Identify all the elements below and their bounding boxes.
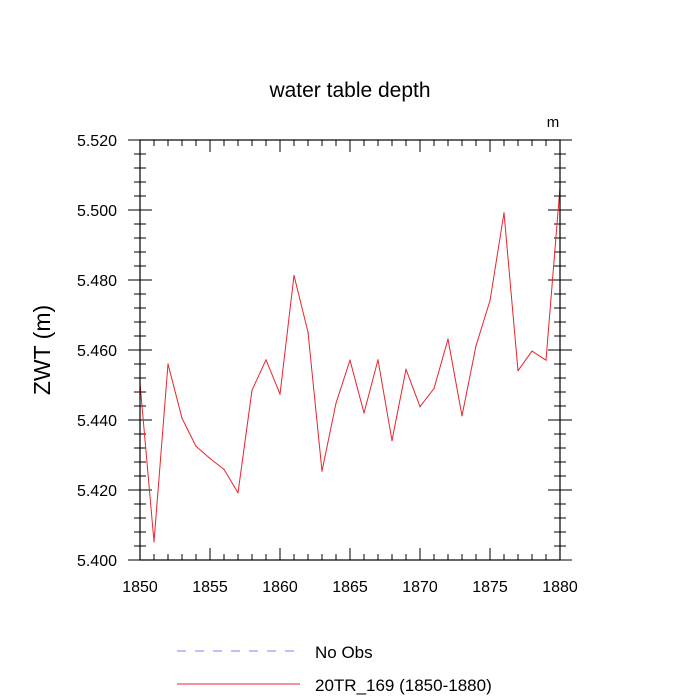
- data-point: [237, 492, 239, 494]
- units-label: m: [547, 114, 560, 131]
- chart-title: water table depth: [268, 79, 430, 102]
- y-tick-label: 5.480: [77, 273, 117, 290]
- data-point: [517, 370, 519, 372]
- data-point: [363, 412, 365, 414]
- data-point: [349, 359, 351, 361]
- data-point: [251, 389, 253, 391]
- data-point: [475, 345, 477, 347]
- data-point: [167, 363, 169, 365]
- data-point: [307, 331, 309, 333]
- data-point: [405, 368, 407, 370]
- data-point: [181, 417, 183, 419]
- y-tick-label: 5.420: [77, 483, 117, 500]
- plot-frame: [139, 139, 561, 561]
- series-layer: [139, 186, 561, 543]
- legend-label-20tr: 20TR_169 (1850-1880): [315, 676, 492, 695]
- data-point: [447, 338, 449, 340]
- data-point: [153, 541, 155, 543]
- axis-ticks: 1850 1855 1860 1865 1870 1875 1880 5.400 5.420 5.…: [77, 133, 578, 596]
- x-tick-label: 1875: [472, 579, 508, 596]
- y-tick-label: 5.400: [77, 553, 117, 570]
- data-point: [433, 387, 435, 390]
- y-tick-label: 5.520: [77, 133, 117, 150]
- data-point: [209, 457, 211, 460]
- x-tick-label: 1855: [192, 579, 228, 596]
- data-point: [377, 359, 379, 361]
- data-point: [461, 415, 463, 417]
- data-point: [279, 393, 281, 395]
- data-point: [293, 274, 295, 277]
- legend-label-no-obs: No Obs: [315, 643, 373, 662]
- x-tick-label: 1860: [262, 579, 298, 596]
- x-tick-label: 1870: [402, 579, 438, 596]
- series-line: [139, 187, 561, 543]
- y-tick-label: 5.500: [77, 203, 117, 220]
- data-point: [223, 468, 225, 470]
- data-point: [195, 445, 197, 447]
- x-tick-label: 1865: [332, 579, 368, 596]
- data-point: [503, 212, 505, 214]
- x-tick-label: 1850: [122, 579, 158, 596]
- data-point: [321, 470, 323, 472]
- y-tick-label: 5.460: [77, 343, 117, 360]
- legend: No Obs 20TR_169 (1850-1880): [177, 643, 492, 695]
- data-point: [335, 402, 337, 404]
- data-point: [531, 350, 533, 352]
- data-point: [265, 359, 267, 361]
- data-point: [391, 440, 393, 442]
- data-point: [489, 300, 491, 302]
- data-point: [545, 359, 547, 361]
- y-axis-label: ZWT (m): [29, 305, 55, 395]
- data-point: [419, 406, 421, 408]
- y-tick-label: 5.440: [77, 413, 117, 430]
- x-tick-label: 1880: [542, 579, 578, 596]
